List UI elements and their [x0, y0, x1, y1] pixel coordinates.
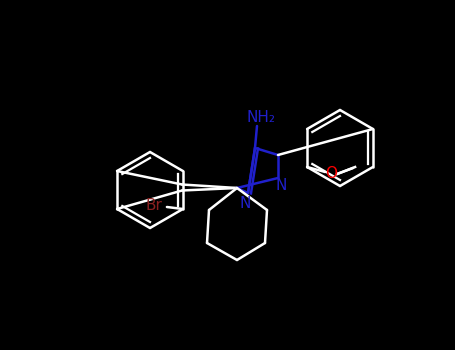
Text: Br: Br	[146, 198, 162, 214]
Text: N: N	[239, 196, 251, 210]
Text: N: N	[275, 178, 287, 194]
Text: O: O	[325, 166, 337, 181]
Text: NH₂: NH₂	[247, 111, 275, 126]
